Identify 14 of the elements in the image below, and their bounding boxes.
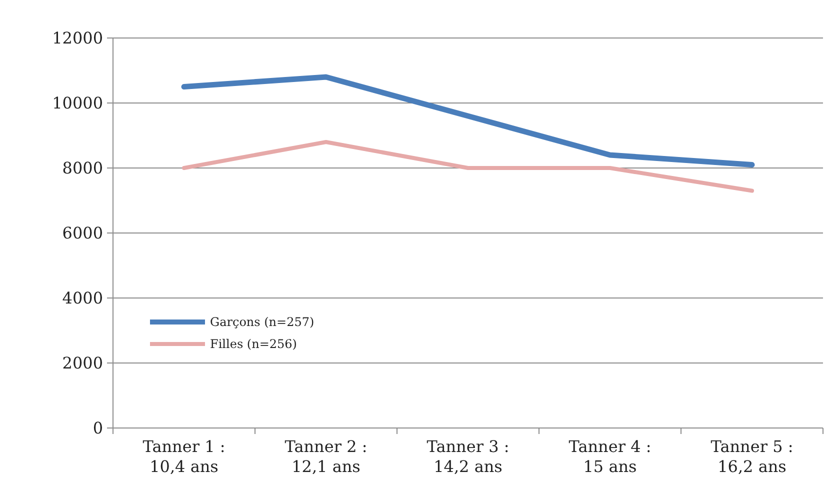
x-tick-label: Tanner 1 : 10,4 ans: [142, 437, 226, 476]
y-tick-label: 12000: [52, 28, 103, 48]
x-tick-label: Tanner 2 : 12,1 ans: [284, 437, 368, 476]
legend-label: Garçons (n=257): [210, 315, 314, 330]
y-tick-label: 2000: [62, 354, 103, 373]
y-tick-label: 0: [92, 418, 103, 438]
x-tick-label: Tanner 4 : 15 ans: [568, 437, 652, 476]
y-tick-label: 10000: [52, 94, 103, 113]
y-tick-label: 8000: [62, 158, 103, 178]
y-tick-label: 4000: [62, 288, 103, 308]
legend-label: Filles (n=256): [210, 337, 297, 352]
y-tick-label: 6000: [62, 224, 103, 243]
x-tick-label: Tanner 5 : 16,2 ans: [710, 437, 794, 476]
x-tick-label: Tanner 3 : 14,2 ans: [426, 437, 510, 476]
